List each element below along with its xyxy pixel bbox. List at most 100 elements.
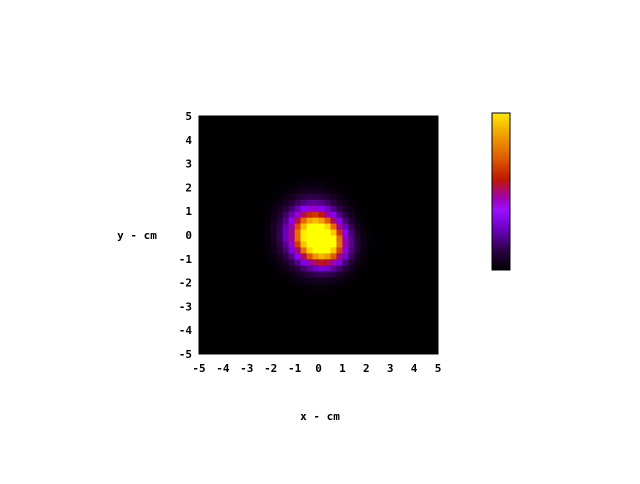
heatmap-cell bbox=[282, 306, 290, 313]
heatmap-cell bbox=[300, 229, 308, 236]
heatmap-cell bbox=[282, 300, 290, 307]
heatmap-cell bbox=[360, 133, 367, 141]
heatmap-cell bbox=[360, 205, 367, 212]
heatmap-cell bbox=[378, 205, 385, 212]
heatmap-cell bbox=[258, 169, 266, 176]
heatmap-cell bbox=[199, 169, 206, 176]
heatmap-cell bbox=[372, 199, 379, 206]
heatmap-cell bbox=[210, 270, 218, 278]
heatmap-cell bbox=[330, 127, 337, 135]
heatmap-cell bbox=[264, 294, 272, 301]
heatmap-cell bbox=[294, 133, 302, 141]
heatmap-cell bbox=[210, 342, 218, 349]
heatmap-cell bbox=[324, 270, 331, 278]
heatmap-cell bbox=[300, 175, 308, 182]
heatmap-cell bbox=[396, 270, 403, 278]
heatmap-cell bbox=[378, 235, 385, 242]
heatmap-cell bbox=[420, 139, 427, 147]
heatmap-cell bbox=[312, 187, 319, 194]
heatmap-cell bbox=[318, 116, 325, 123]
heatmap-cell bbox=[234, 270, 242, 278]
heatmap-cell bbox=[246, 157, 254, 165]
heatmap-cell bbox=[252, 163, 260, 171]
heatmap-cell bbox=[336, 258, 343, 266]
x-tick-label: 3 bbox=[387, 362, 394, 375]
heatmap-cell bbox=[414, 223, 421, 230]
heatmap-cell bbox=[252, 139, 260, 147]
heatmap-cell bbox=[336, 169, 343, 176]
heatmap-cell bbox=[420, 169, 427, 176]
heatmap-cell bbox=[264, 169, 272, 176]
heatmap-cell bbox=[390, 330, 397, 337]
heatmap-cell bbox=[222, 127, 230, 135]
heatmap-cell bbox=[270, 342, 278, 349]
heatmap-cell bbox=[324, 151, 331, 159]
heatmap-cell bbox=[396, 300, 403, 307]
heatmap-cell bbox=[396, 193, 403, 200]
heatmap-cell bbox=[264, 235, 272, 242]
heatmap-cell bbox=[378, 121, 385, 129]
heatmap-cell bbox=[276, 199, 284, 206]
heatmap-cell bbox=[294, 205, 302, 212]
heatmap-cell bbox=[234, 235, 242, 242]
heatmap-cell bbox=[276, 264, 284, 272]
heatmap-cell bbox=[342, 116, 349, 123]
heatmap-cell bbox=[378, 348, 385, 355]
heatmap-cell bbox=[312, 312, 319, 319]
heatmap-cell bbox=[246, 258, 254, 266]
heatmap-cell bbox=[306, 330, 314, 337]
heatmap-cell bbox=[330, 199, 337, 206]
heatmap-cell bbox=[426, 246, 433, 254]
heatmap-cell bbox=[348, 205, 355, 212]
heatmap-cell bbox=[366, 116, 373, 123]
heatmap-cell bbox=[318, 139, 325, 147]
heatmap-cell bbox=[300, 151, 308, 159]
heatmap-cell bbox=[378, 223, 385, 230]
heatmap-cell bbox=[414, 121, 421, 129]
heatmap-cell bbox=[294, 169, 302, 176]
heatmap-cell bbox=[432, 235, 439, 242]
heatmap-cell bbox=[252, 223, 260, 230]
heatmap-cell bbox=[342, 205, 349, 212]
heatmap-cell bbox=[408, 342, 415, 349]
heatmap-cell bbox=[306, 348, 314, 355]
heatmap-cell bbox=[216, 252, 224, 260]
heatmap-cell bbox=[234, 300, 242, 307]
heatmap-cell bbox=[300, 246, 308, 254]
heatmap-cell bbox=[306, 157, 314, 165]
heatmap-cell bbox=[330, 276, 337, 284]
heatmap-cell bbox=[402, 306, 409, 313]
heatmap-cell bbox=[270, 223, 278, 230]
heatmap-cell bbox=[234, 157, 242, 165]
heatmap-cell bbox=[366, 121, 373, 129]
heatmap-cell bbox=[426, 324, 433, 331]
heatmap-cell bbox=[246, 246, 254, 254]
heatmap-cell bbox=[384, 252, 391, 260]
heatmap-cell bbox=[204, 133, 212, 141]
heatmap-cell bbox=[288, 151, 296, 159]
heatmap-cell bbox=[210, 348, 218, 355]
heatmap-cell bbox=[426, 342, 433, 349]
heatmap-cell bbox=[378, 258, 385, 266]
heatmap-cell bbox=[318, 324, 325, 331]
heatmap-cell bbox=[318, 282, 325, 290]
heatmap-cell bbox=[306, 252, 314, 260]
heatmap-cell bbox=[204, 330, 212, 337]
heatmap-cell bbox=[258, 133, 266, 141]
heatmap-cell bbox=[270, 121, 278, 129]
heatmap-cell bbox=[294, 187, 302, 194]
heatmap-cell bbox=[324, 139, 331, 147]
heatmap-cell bbox=[378, 193, 385, 200]
heatmap-cell bbox=[264, 145, 272, 153]
heatmap-cell bbox=[390, 139, 397, 147]
heatmap-cell bbox=[426, 312, 433, 319]
heatmap-cell bbox=[348, 342, 355, 349]
heatmap-cell bbox=[330, 235, 337, 242]
heatmap-cell bbox=[324, 235, 331, 242]
heatmap-cell bbox=[426, 145, 433, 153]
heatmap-cell bbox=[234, 288, 242, 295]
heatmap-cell bbox=[210, 252, 218, 260]
heatmap-cell bbox=[288, 199, 296, 206]
heatmap-cell bbox=[342, 169, 349, 176]
